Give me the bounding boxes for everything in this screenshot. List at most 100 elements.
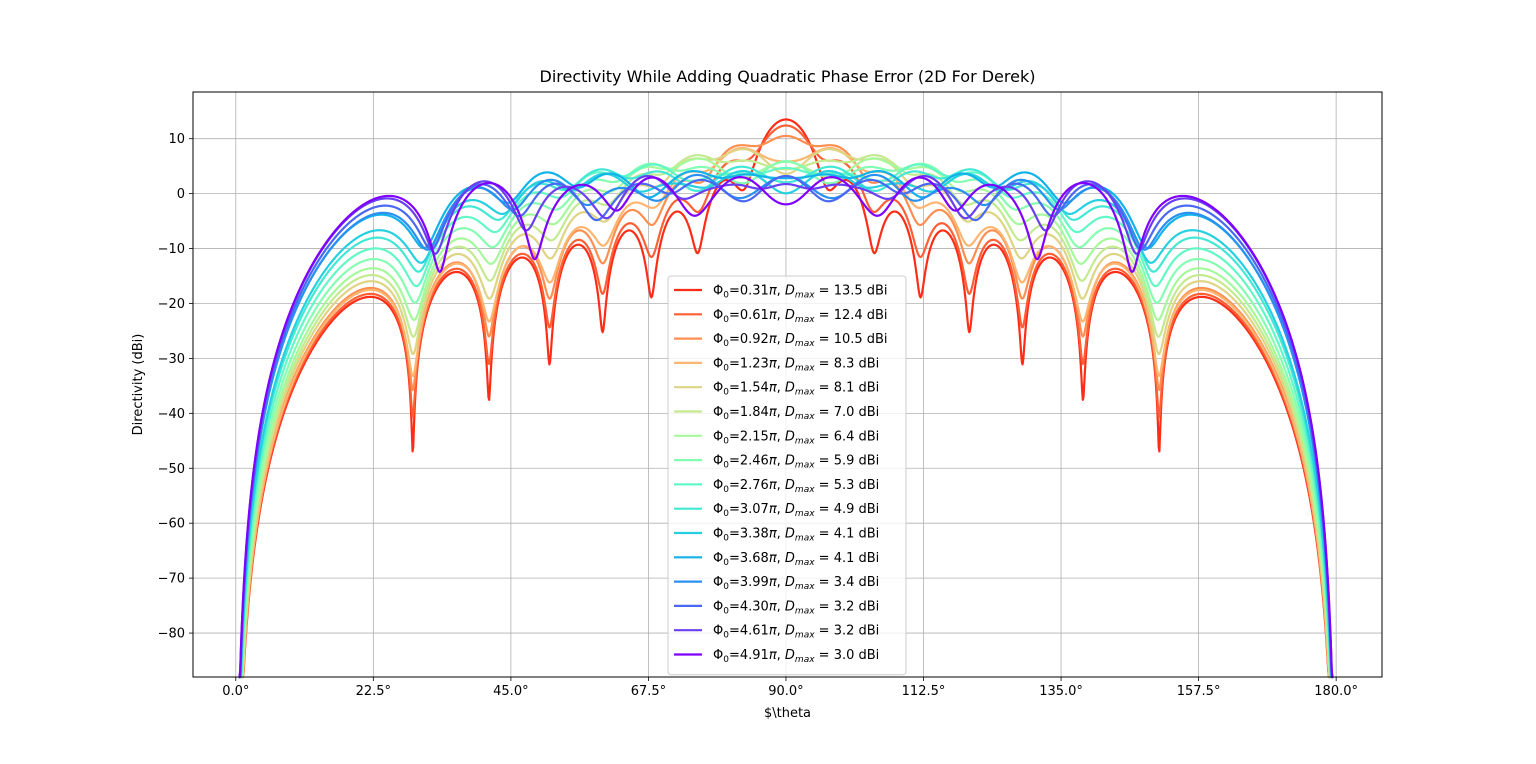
x-tick-label: 90.0° <box>768 684 803 699</box>
legend-d-symbol: D <box>785 284 795 299</box>
legend-phi-symbol: Φ <box>713 332 723 347</box>
legend-phi-subscript: 0 <box>723 363 729 373</box>
legend-phi-value: =1.23 <box>729 356 769 371</box>
legend-separator: , <box>777 332 785 347</box>
legend-pi-symbol: π <box>769 284 777 299</box>
series-line <box>238 174 1334 679</box>
legend-separator: , <box>777 575 785 590</box>
legend-d-subscript: max <box>795 485 815 495</box>
legend-pi-symbol: π <box>769 356 777 371</box>
legend-phi-subscript: 0 <box>723 388 729 398</box>
legend-phi-value: =4.30 <box>729 599 769 614</box>
legend-phi-subscript: 0 <box>723 606 729 616</box>
legend-d-symbol: D <box>785 454 795 469</box>
axis-ticks: 0.0° 22.5° 45.0° 67.5° 90.0° 112.5° 135.0° 157.… <box>158 132 1358 699</box>
legend-separator: , <box>777 599 785 614</box>
legend-phi-symbol: Φ <box>713 454 723 469</box>
legend-pi-symbol: π <box>769 502 777 517</box>
legend-dmax-value: = 7.0 dBi <box>815 405 880 420</box>
legend-pi-symbol: π <box>769 454 777 469</box>
legend-pi-symbol: π <box>769 429 777 444</box>
legend-pi-symbol: π <box>769 527 777 542</box>
y-tick-label: −30 <box>158 352 185 367</box>
legend-dmax-value: = 3.4 dBi <box>815 575 880 590</box>
legend-label: Φ0=2.76π, Dmax = 5.3 dBi <box>713 478 879 495</box>
legend-phi-symbol: Φ <box>713 429 723 444</box>
legend-dmax-value: = 12.4 dBi <box>815 308 888 323</box>
legend-separator: , <box>777 381 785 396</box>
y-tick-label: −70 <box>158 572 185 587</box>
legend-phi-value: =2.15 <box>729 429 769 444</box>
series-line <box>238 148 1334 679</box>
x-tick-label: 157.5° <box>1177 684 1221 699</box>
legend-d-symbol: D <box>785 356 795 371</box>
legend-phi-symbol: Φ <box>713 599 723 614</box>
x-tick-label: 135.0° <box>1039 684 1083 699</box>
legend-phi-symbol: Φ <box>713 648 723 663</box>
legend-d-subscript: max <box>795 315 815 325</box>
legend-label: Φ0=0.31π, Dmax = 13.5 dBi <box>713 284 888 301</box>
legend-label: Φ0=2.46π, Dmax = 5.9 dBi <box>713 454 879 471</box>
x-tick-label: 180.0° <box>1314 684 1358 699</box>
legend-pi-symbol: π <box>769 478 777 493</box>
legend-phi-symbol: Φ <box>713 356 723 371</box>
x-tick-label: 45.0° <box>493 684 528 699</box>
legend-separator: , <box>777 356 785 371</box>
x-tick-label: 0.0° <box>222 684 249 699</box>
series-line <box>238 170 1334 679</box>
y-tick-label: −20 <box>158 297 185 312</box>
legend-label: Φ0=1.84π, Dmax = 7.0 dBi <box>713 405 879 422</box>
legend-d-symbol: D <box>785 624 795 639</box>
legend-phi-symbol: Φ <box>713 308 723 323</box>
legend-phi-subscript: 0 <box>723 655 729 665</box>
legend-d-subscript: max <box>795 631 815 641</box>
legend-d-symbol: D <box>785 308 795 323</box>
y-tick-label: −40 <box>158 407 185 422</box>
legend-phi-value: =0.61 <box>729 308 769 323</box>
legend-box <box>667 275 907 676</box>
legend-separator: , <box>777 429 785 444</box>
legend-phi-value: =0.31 <box>729 284 769 299</box>
legend-d-symbol: D <box>785 527 795 542</box>
legend-phi-value: =4.61 <box>729 624 769 639</box>
legend-dmax-value: = 8.1 dBi <box>815 381 880 396</box>
legend-dmax-value: = 13.5 dBi <box>815 284 888 299</box>
legend-d-symbol: D <box>785 551 795 566</box>
legend-d-subscript: max <box>795 436 815 446</box>
legend-d-subscript: max <box>795 582 815 592</box>
legend-phi-subscript: 0 <box>723 412 729 422</box>
legend-label: Φ0=1.54π, Dmax = 8.1 dBi <box>713 381 879 398</box>
legend-label: Φ0=3.68π, Dmax = 4.1 dBi <box>713 551 879 568</box>
legend-separator: , <box>777 478 785 493</box>
legend-dmax-value: = 6.4 dBi <box>815 429 880 444</box>
legend-label: Φ0=2.15π, Dmax = 6.4 dBi <box>713 429 879 446</box>
legend-label: Φ0=4.61π, Dmax = 3.2 dBi <box>713 624 879 641</box>
legend-label: Φ0=0.61π, Dmax = 12.4 dBi <box>713 308 888 325</box>
y-tick-label: −10 <box>158 242 185 257</box>
legend-d-symbol: D <box>785 332 795 347</box>
legend-phi-symbol: Φ <box>713 624 723 639</box>
legend-phi-value: =4.91 <box>729 648 769 663</box>
legend-d-subscript: max <box>795 509 815 519</box>
legend-phi-value: =2.76 <box>729 478 769 493</box>
legend-dmax-value: = 5.3 dBi <box>815 478 880 493</box>
legend-d-subscript: max <box>795 558 815 568</box>
legend-separator: , <box>777 624 785 639</box>
legend-dmax-value: = 4.1 dBi <box>815 527 880 542</box>
legend-phi-value: =3.68 <box>729 551 769 566</box>
series-line <box>238 165 1334 679</box>
legend-d-symbol: D <box>785 478 795 493</box>
series-line <box>238 160 1334 679</box>
x-axis-title: $\theta <box>764 706 811 721</box>
legend-phi-subscript: 0 <box>723 315 729 325</box>
chart-title: Directivity While Adding Quadratic Phase… <box>540 67 1036 86</box>
legend-pi-symbol: π <box>769 551 777 566</box>
y-tick-label: −50 <box>158 462 185 477</box>
legend-pi-symbol: π <box>769 648 777 663</box>
legend-phi-value: =3.99 <box>729 575 769 590</box>
series-line <box>238 170 1334 679</box>
legend-separator: , <box>777 551 785 566</box>
